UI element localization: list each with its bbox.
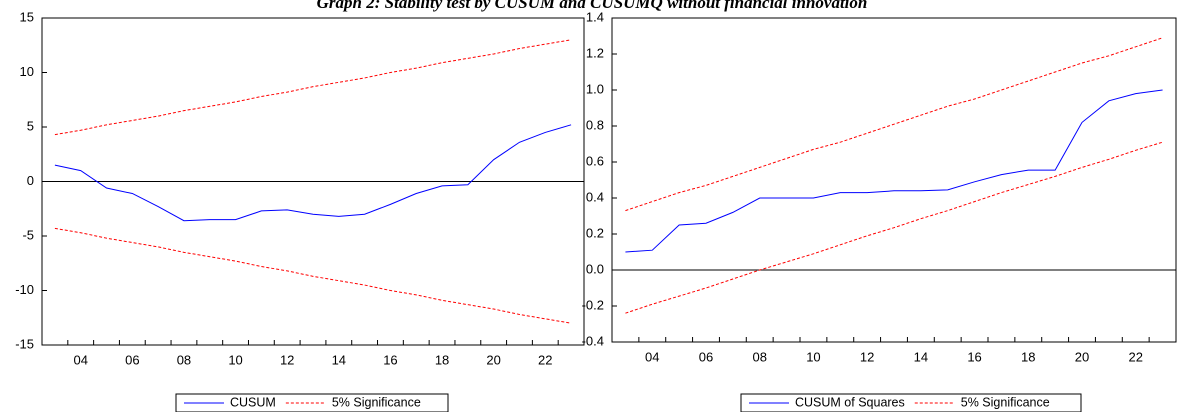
x-tick-label: 06	[699, 349, 713, 364]
y-tick-label: -0.4	[582, 333, 604, 348]
x-tick-label: 18	[435, 352, 449, 367]
series-line	[625, 37, 1163, 212]
y-tick-label: 0	[27, 173, 34, 188]
x-tick-label: 12	[280, 352, 294, 367]
y-tick-label: 1.4	[586, 9, 604, 24]
y-tick-label: 10	[20, 64, 34, 79]
y-tick-label: 0.0	[586, 261, 604, 276]
series-line	[54, 227, 572, 324]
series-line	[54, 39, 572, 136]
y-tick-label: 0.8	[586, 117, 604, 132]
series-line	[625, 89, 1163, 253]
y-tick-label: 0.4	[586, 189, 604, 204]
x-tick-label: 22	[1128, 349, 1142, 364]
plot-frame	[611, 17, 1177, 343]
y-tick-label: 15	[20, 9, 34, 24]
y-tick-label: -10	[15, 282, 34, 297]
y-tick-label: -5	[22, 227, 34, 242]
x-tick-label: 18	[1021, 349, 1035, 364]
x-tick-label: 20	[486, 352, 500, 367]
legend-label: 5% Significance	[961, 395, 1050, 409]
series-line	[625, 141, 1163, 314]
y-tick-label: 0.2	[586, 225, 604, 240]
x-tick-label: 04	[645, 349, 659, 364]
legend-label: 5% Significance	[332, 395, 421, 409]
x-tick-label: 04	[73, 352, 87, 367]
legend-label: CUSUM	[230, 395, 276, 409]
legend-label: CUSUM of Squares	[795, 395, 905, 409]
x-tick-label: 16	[967, 349, 981, 364]
y-tick-label: -15	[15, 336, 34, 351]
x-tick-label: 08	[752, 349, 766, 364]
x-tick-label: 16	[383, 352, 397, 367]
y-tick-label: 1.2	[586, 45, 604, 60]
plot-frame	[41, 17, 585, 346]
chart-title: Graph 2: Stability test by CUSUM and CUS…	[317, 0, 868, 12]
y-tick-label: 5	[27, 118, 34, 133]
legend-box	[740, 393, 1082, 412]
x-tick-label: 14	[914, 349, 928, 364]
series-line	[54, 124, 572, 222]
x-tick-label: 20	[1075, 349, 1089, 364]
y-tick-label: 0.6	[586, 153, 604, 168]
x-tick-label: 10	[228, 352, 242, 367]
x-tick-label: 12	[860, 349, 874, 364]
x-tick-label: 08	[177, 352, 191, 367]
x-tick-label: 06	[125, 352, 139, 367]
x-tick-label: 10	[806, 349, 820, 364]
y-tick-label: 1.0	[586, 81, 604, 96]
x-tick-label: 14	[332, 352, 346, 367]
x-tick-label: 22	[538, 352, 552, 367]
y-tick-label: -0.2	[582, 297, 604, 312]
